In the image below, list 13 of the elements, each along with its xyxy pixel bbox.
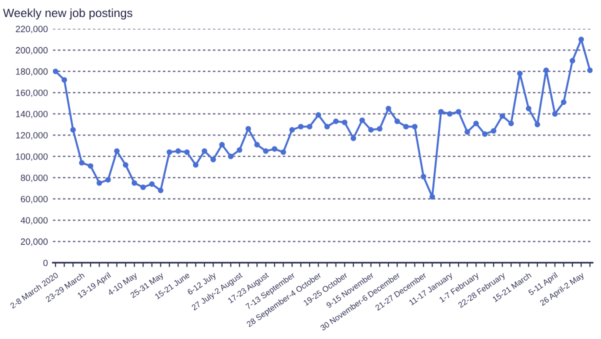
- y-tick-label: 160,000: [16, 90, 48, 98]
- y-tick-label: 140,000: [16, 110, 48, 118]
- y-tick-label: 60,000: [20, 196, 48, 204]
- y-tick-label: 200,000: [16, 47, 48, 55]
- chart-title: Weekly new job postings: [3, 8, 132, 20]
- y-tick-label: 220,000: [16, 26, 48, 34]
- y-tick-label: 100,000: [16, 153, 48, 161]
- y-tick-label: 80,000: [20, 174, 48, 182]
- y-tick-label: 180,000: [16, 68, 48, 76]
- y-tick-label: 40,000: [20, 217, 48, 225]
- y-tick-label: 0: [43, 260, 48, 266]
- y-tick-label: 120,000: [16, 132, 48, 140]
- y-tick-label: 20,000: [20, 238, 48, 246]
